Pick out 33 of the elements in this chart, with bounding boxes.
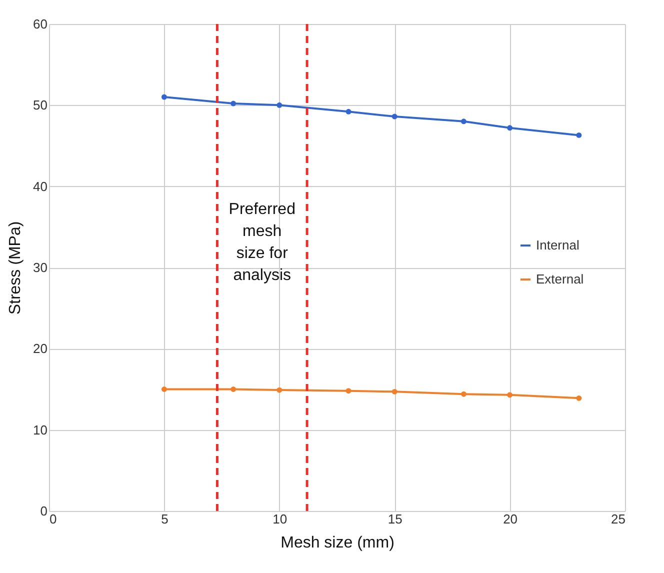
y-tick-label: 50 [33,98,48,113]
point [230,386,236,392]
y-tick-label: 10 [33,422,48,438]
x-tick-label: 0 [50,512,57,526]
point [346,388,352,394]
point [460,391,466,397]
y-tick-label: 40 [33,178,48,194]
point [576,395,582,401]
point [161,94,167,100]
x-tick-label: 15 [388,512,402,526]
point [276,387,282,393]
annotation: Preferred mesh size for analysis [228,201,296,284]
x-axis-title: Mesh size (mm) [280,534,394,552]
legend-label: External [536,272,584,286]
point [460,118,466,124]
point [276,102,282,108]
x-tick-label: 10 [272,512,288,526]
y-tick-label: 30 [33,260,48,275]
y-tick-label: 60 [33,16,48,32]
point [346,108,352,114]
point [161,386,167,392]
x-tick-label: 5 [161,512,168,526]
y-tick-label: 20 [33,341,48,356]
point [576,132,582,138]
x-tick-label: 25 [611,512,626,526]
point [392,114,398,120]
y-axis-title: Stress (MPa) [7,221,24,315]
x-tick-label: 20 [503,512,518,526]
legend-label: Internal [536,238,580,252]
point [507,125,513,131]
point [507,392,513,398]
point [230,100,236,106]
point [392,388,398,394]
